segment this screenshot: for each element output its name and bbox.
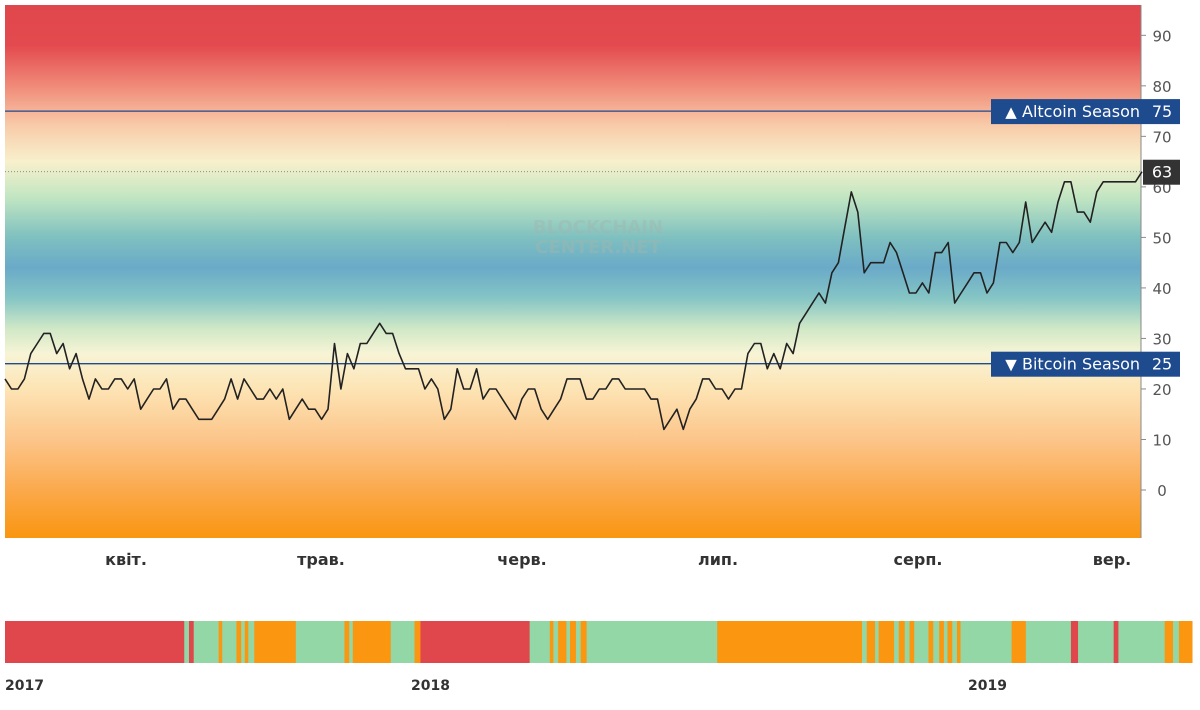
season-segment xyxy=(241,621,246,663)
season-segment xyxy=(344,621,350,663)
season-segment xyxy=(352,621,392,663)
threshold-label-box xyxy=(991,99,1180,125)
x-tick-label: серп. xyxy=(894,550,943,569)
threshold-label-box xyxy=(991,351,1180,377)
y-tick-label: 90 xyxy=(1152,27,1171,45)
season-segment xyxy=(909,621,915,663)
season-segment xyxy=(553,621,559,663)
season-segment xyxy=(1173,621,1180,663)
y-tick-label: 50 xyxy=(1152,229,1171,247)
season-segment xyxy=(1113,621,1119,663)
threshold-value-label: 75 xyxy=(1152,102,1172,121)
y-tick-label: 0 xyxy=(1157,482,1167,500)
y-tick-label: 20 xyxy=(1152,381,1171,399)
season-segment xyxy=(914,621,929,663)
x-tick-label: лип. xyxy=(698,550,738,569)
season-segment xyxy=(1164,621,1174,663)
season-segment xyxy=(236,621,242,663)
season-segment xyxy=(570,621,577,663)
season-segment xyxy=(952,621,958,663)
season-segment xyxy=(188,621,195,663)
y-tick-label: 40 xyxy=(1152,280,1171,298)
season-segment xyxy=(956,621,962,663)
season-segment xyxy=(960,621,1013,663)
season-segment xyxy=(1178,621,1193,663)
season-segment xyxy=(898,621,906,663)
season-segment xyxy=(586,621,718,663)
current-value-label: 63 xyxy=(1152,163,1172,182)
season-segment xyxy=(390,621,416,663)
y-tick-label: 10 xyxy=(1152,431,1171,449)
threshold-marker-icon: ▼ xyxy=(1005,356,1017,374)
season-segment xyxy=(878,621,895,663)
season-segment xyxy=(904,621,910,663)
season-segment xyxy=(414,621,421,663)
season-segment xyxy=(580,621,588,663)
y-tick-label: 30 xyxy=(1152,330,1171,348)
season-segment xyxy=(254,621,297,663)
season-segment xyxy=(558,621,567,663)
year-label: 2018 xyxy=(411,678,450,694)
season-segment xyxy=(244,621,249,663)
season-segment xyxy=(420,621,531,663)
season-segment xyxy=(894,621,900,663)
watermark-line-2: CENTER.NET xyxy=(535,237,662,258)
year-label: 2017 xyxy=(5,678,44,694)
index-series-line xyxy=(4,171,1143,431)
season-segment xyxy=(193,621,220,663)
season-segment xyxy=(184,621,190,663)
current-value-box xyxy=(1143,159,1180,185)
y-tick-label: 70 xyxy=(1152,128,1171,146)
season-segment xyxy=(1025,621,1072,663)
season-segment xyxy=(222,621,237,663)
season-segment xyxy=(943,621,948,663)
threshold-label: Altcoin Season xyxy=(1022,102,1140,121)
season-segment xyxy=(1070,621,1079,663)
x-tick-label: квіт. xyxy=(105,550,147,569)
season-segment xyxy=(549,621,554,663)
season-segment xyxy=(939,621,945,663)
season-segment xyxy=(248,621,255,663)
season-segment xyxy=(295,621,345,663)
x-tick-label: трав. xyxy=(297,550,345,569)
season-segment xyxy=(1011,621,1027,663)
threshold-marker-icon: ▲ xyxy=(1005,103,1017,121)
plot-background xyxy=(5,5,1141,538)
season-segment xyxy=(529,621,551,663)
season-segment xyxy=(866,621,876,663)
season-segment xyxy=(928,621,934,663)
season-segment xyxy=(1118,621,1166,663)
season-segment xyxy=(862,621,868,663)
season-segment xyxy=(717,621,863,663)
y-tick-label: 80 xyxy=(1152,78,1171,96)
season-segment xyxy=(933,621,940,663)
season-segment xyxy=(947,621,953,663)
watermark-line-1: BLOCKCHAIN xyxy=(533,217,663,238)
year-label: 2019 xyxy=(968,678,1007,694)
season-segment xyxy=(575,621,582,663)
season-segment xyxy=(1078,621,1115,663)
threshold-label: Bitcoin Season xyxy=(1022,355,1140,374)
x-tick-label: черв. xyxy=(497,550,547,569)
season-segment xyxy=(875,621,880,663)
season-segment xyxy=(5,621,185,663)
threshold-value-label: 25 xyxy=(1152,355,1172,374)
x-tick-label: вер. xyxy=(1093,550,1132,569)
season-segment xyxy=(566,621,571,663)
season-segment xyxy=(349,621,354,663)
season-segment xyxy=(218,621,223,663)
